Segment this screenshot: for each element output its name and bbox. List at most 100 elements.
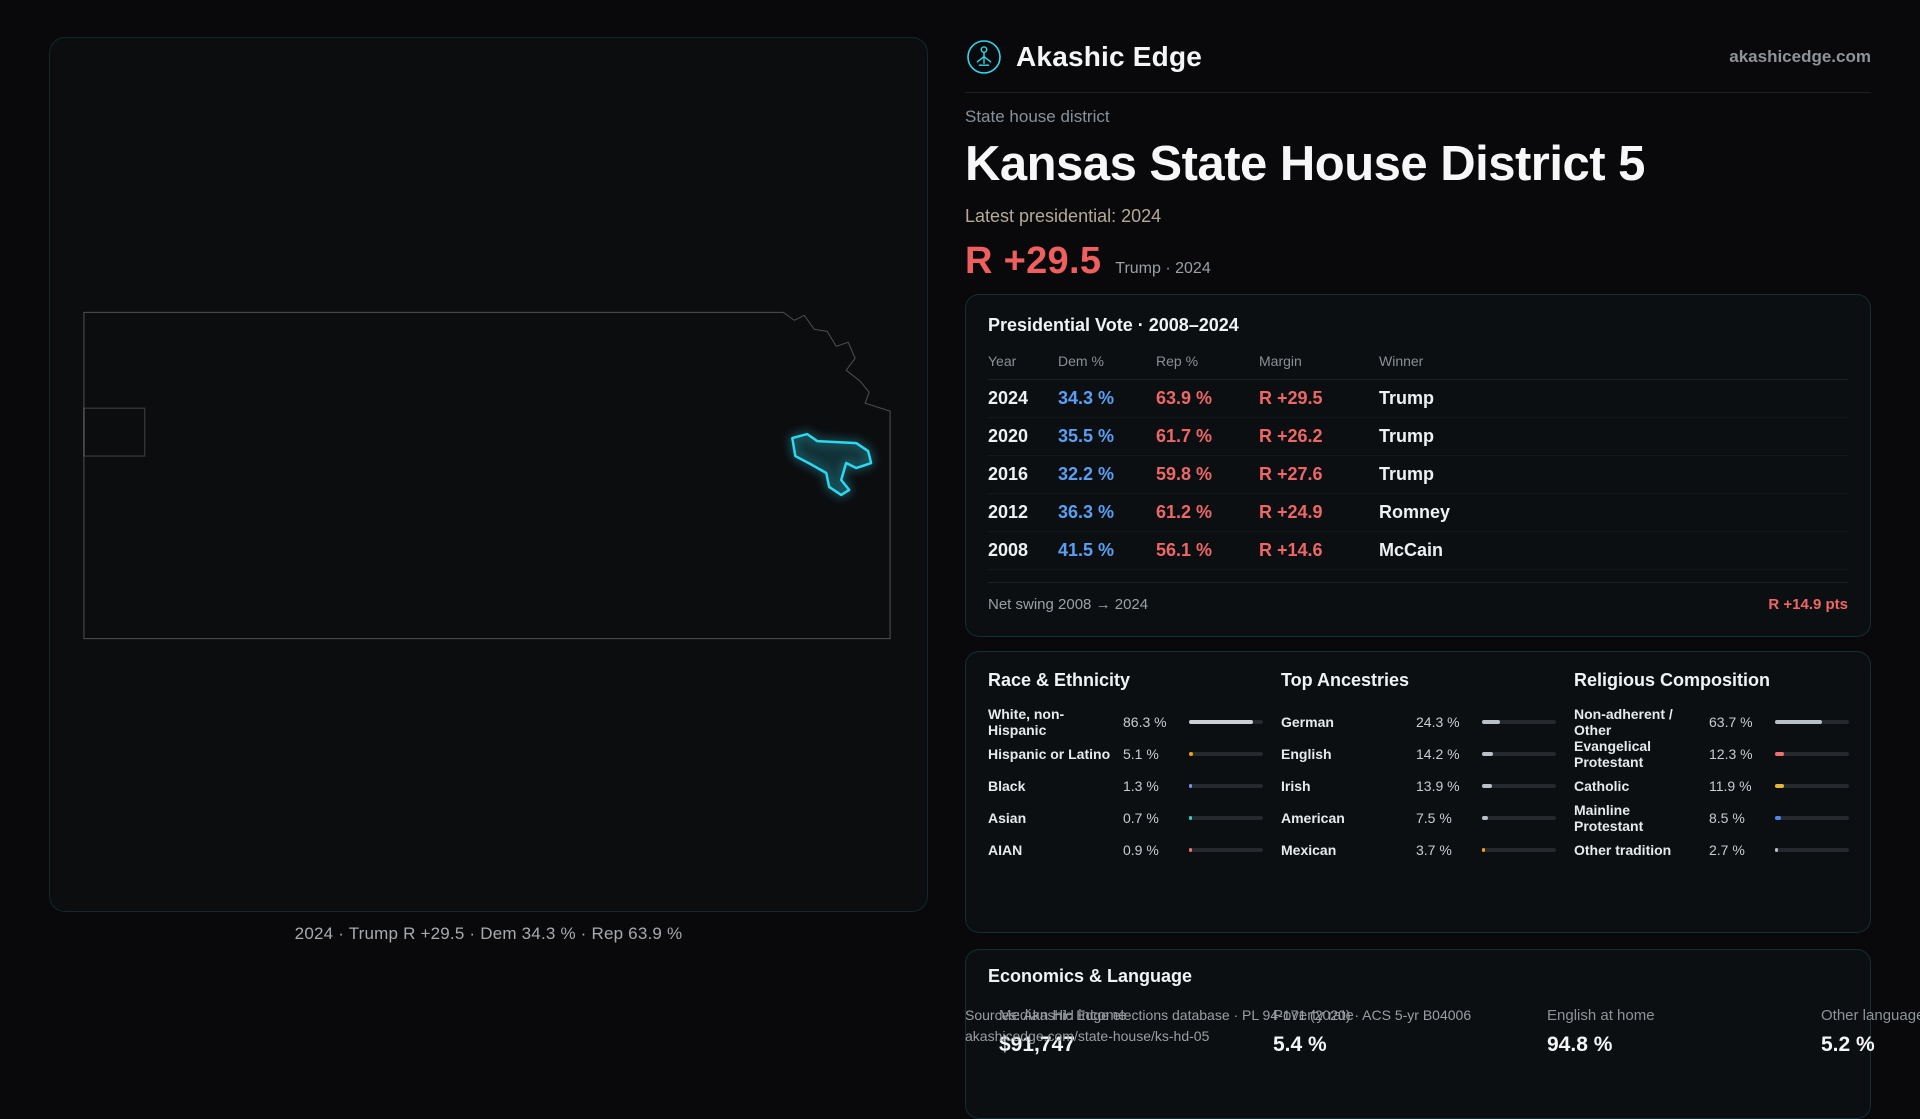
economics-stats: Median HH income $91,747 Poverty rate 5.4 %… (999, 1006, 1920, 1058)
pres-col-margin: Margin (1259, 353, 1302, 369)
stat-other-language: Other language 5.2 % (1821, 1006, 1920, 1058)
demo-label: Non-adherent / Other (1574, 706, 1673, 738)
demographics-card: Race & Ethnicity White, non-Hispanic 86.3… (965, 651, 1871, 933)
county-box (83, 407, 146, 457)
stat-label: Median HH income (999, 1007, 1127, 1024)
pres-cell-year: 2016 (988, 464, 1029, 484)
demo-value: 8.5 % (1709, 810, 1745, 826)
demo-value: 5.1 % (1123, 746, 1159, 762)
demo-label: Black (988, 778, 1026, 794)
demo-value: 86.3 % (1123, 714, 1167, 730)
stat-english-at-home: English at home 94.8 % (1547, 1006, 1821, 1058)
demo-label: Catholic (1574, 778, 1630, 794)
brand-name: Akashic Edge (1016, 41, 1203, 72)
report-column: Akashic Edge akashicedge.com State house… (965, 0, 1920, 1119)
pres-table-row: 2008 41.5 % 56.1 % R +14.6 McCain (988, 532, 1848, 570)
pres-cell-dem: 35.5 % (1058, 426, 1115, 446)
religious-composition-title: Religious Composition (1574, 670, 1770, 690)
demo-row: English 14.2 % (1281, 738, 1556, 770)
demo-row: German 24.3 % (1281, 706, 1556, 738)
net-swing-value: R +14.9 pts (1768, 596, 1848, 613)
demo-value: 14.2 % (1416, 746, 1460, 762)
demo-row: Black 1.3 % (988, 770, 1263, 802)
pres-cell-year: 2020 (988, 426, 1029, 446)
net-swing-label: Net swing 2008 → 2024 (988, 596, 1149, 613)
demo-row: AIAN 0.9 % (988, 834, 1263, 866)
kansas-outline (83, 311, 891, 640)
demo-bar (1189, 816, 1263, 820)
demo-bar-fill (1775, 784, 1784, 788)
stat-value: 5.4 % (1273, 1033, 1327, 1056)
district-map-panel (49, 37, 928, 912)
pres-cell-dem: 34.3 % (1058, 388, 1115, 408)
race-ethnicity-rows: White, non-Hispanic 86.3 % Hispanic or Lat… (988, 706, 1263, 866)
kansas-map (83, 311, 891, 640)
demo-row: Hispanic or Latino 5.1 % (988, 738, 1263, 770)
district-5-shape[interactable] (791, 432, 873, 497)
brand-domain-link[interactable]: akashicedge.com (1729, 47, 1871, 66)
demo-value: 7.5 % (1416, 810, 1452, 826)
pres-cell-margin: R +14.6 (1259, 540, 1323, 560)
stat-median-hh-income: Median HH income $91,747 (999, 1006, 1273, 1058)
demo-bar-fill (1775, 816, 1782, 820)
stat-label: English at home (1547, 1007, 1655, 1024)
religious-composition-rows: Non-adherent / Other 63.7 % Evangelical Pr… (1574, 706, 1849, 866)
demo-bar-fill (1775, 752, 1785, 756)
demo-value: 13.9 % (1416, 778, 1460, 794)
map-caption: 2024 · Trump R +29.5 · Dem 34.3 % · Rep … (294, 924, 683, 943)
demo-label: Other tradition (1574, 842, 1672, 858)
stat-value: $91,747 (999, 1033, 1075, 1056)
demo-bar (1775, 752, 1849, 756)
demo-bar (1189, 784, 1263, 788)
demo-label: Mainline Protestant (1574, 802, 1644, 834)
pres-cell-margin: R +24.9 (1259, 502, 1323, 522)
pres-table-row: 2016 32.2 % 59.8 % R +27.6 Trump (988, 456, 1848, 494)
pres-table-row: 2024 34.3 % 63.9 % R +29.5 Trump (988, 380, 1848, 418)
demo-label: White, non-Hispanic (988, 706, 1065, 738)
pres-cell-year: 2008 (988, 540, 1029, 560)
race-ethnicity-title: Race & Ethnicity (988, 670, 1131, 690)
pres-col-rep: Rep % (1156, 353, 1199, 369)
pres-table-row: 2012 36.3 % 61.2 % R +24.9 Romney (988, 494, 1848, 532)
headline-margin: R +29.5 Trump · 2024 (965, 240, 1871, 286)
demo-bar-fill (1775, 720, 1823, 724)
race-ethnicity-column: Race & Ethnicity White, non-Hispanic 86.3… (988, 668, 1263, 918)
demo-bar (1482, 816, 1556, 820)
econ-card-title: Economics & Language (988, 966, 1193, 986)
demo-bar-fill (1482, 816, 1488, 820)
permalink[interactable]: akashicedge.com/state-house/ks-hd-05 (965, 1028, 1210, 1044)
sources-line: Sources: Akashic Edge elections database… (965, 1007, 1472, 1023)
pres-cell-rep: 63.9 % (1156, 388, 1213, 408)
demo-bar-fill (1189, 848, 1192, 852)
demo-bar-fill (1482, 848, 1485, 852)
page-title: Kansas State House District 5 (965, 137, 1645, 191)
pres-cell-year: 2024 (988, 388, 1029, 408)
demo-bar (1482, 848, 1556, 852)
pres-cell-winner: McCain (1379, 540, 1444, 560)
demo-bar (1189, 752, 1263, 756)
demo-label: English (1281, 746, 1332, 762)
pres-col-dem: Dem % (1058, 353, 1104, 369)
demo-value: 63.7 % (1709, 714, 1753, 730)
pres-cell-winner: Trump (1379, 426, 1435, 446)
demo-bar (1775, 720, 1849, 724)
pres-cell-rep: 56.1 % (1156, 540, 1213, 560)
demo-row: Asian 0.7 % (988, 802, 1263, 834)
demo-row: Mainline Protestant 8.5 % (1574, 802, 1849, 834)
demo-bar-fill (1189, 720, 1253, 724)
stat-label: Other language (1821, 1007, 1920, 1024)
pres-table-header: Year Dem % Rep % Margin Winner (988, 353, 1848, 380)
demo-value: 3.7 % (1416, 842, 1452, 858)
demo-bar-fill (1189, 752, 1193, 756)
pres-table-rows: 2024 34.3 % 63.9 % R +29.5 Trump 2020 35.5 % 61… (988, 380, 1848, 570)
top-ancestries-title: Top Ancestries (1281, 670, 1410, 690)
demo-bar-fill (1482, 720, 1500, 724)
demo-label: Hispanic or Latino (988, 746, 1111, 762)
demo-bar-fill (1189, 784, 1192, 788)
demo-row: Catholic 11.9 % (1574, 770, 1849, 802)
demo-label: German (1281, 714, 1334, 730)
pres-col-year: Year (988, 353, 1017, 369)
latest-presidential-label: Latest presidential: 2024 (965, 206, 1162, 226)
demo-label: Evangelical Protestant (1574, 738, 1652, 770)
demo-bar (1189, 720, 1263, 724)
